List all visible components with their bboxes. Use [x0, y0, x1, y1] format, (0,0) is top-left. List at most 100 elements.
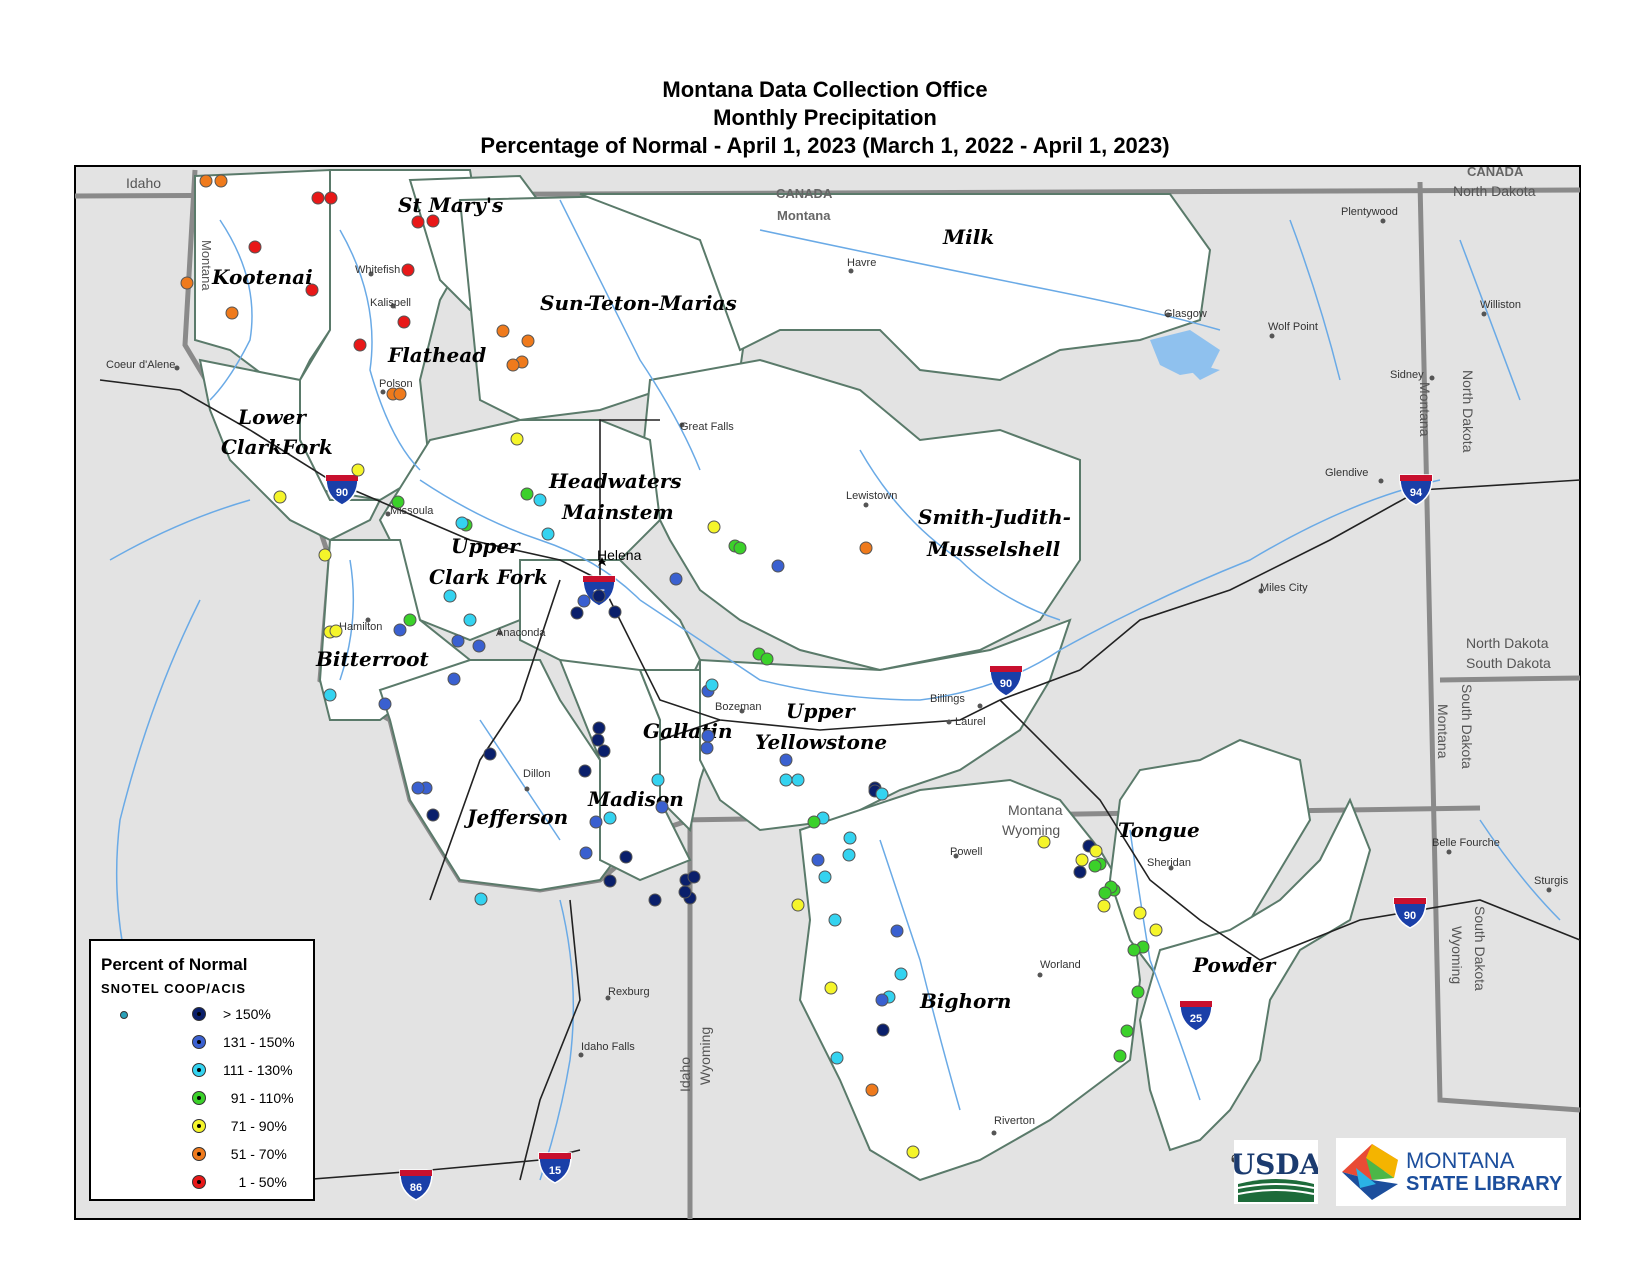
- basin-label: Madison: [587, 787, 684, 811]
- station-point: [678, 885, 692, 899]
- station-point: [443, 589, 457, 603]
- station-point: [1113, 1049, 1127, 1063]
- station-point: [592, 721, 606, 735]
- station-point: [875, 787, 889, 801]
- station-point: [426, 808, 440, 822]
- interstate-shields: 90 15 94 90 25 90 86: [325, 474, 1433, 1201]
- city-label: Sidney: [1390, 369, 1424, 381]
- city-label: Billings: [930, 693, 965, 705]
- station-point: [818, 870, 832, 884]
- legend-label: > 150%: [223, 1006, 271, 1022]
- station-point: [463, 613, 477, 627]
- state-label: Idaho: [126, 175, 161, 191]
- station-point: [842, 848, 856, 862]
- station-point: [447, 672, 461, 686]
- interstate-shield: 86: [399, 1169, 433, 1201]
- station-point: [603, 874, 617, 888]
- state-label: North Dakota: [1453, 183, 1536, 199]
- station-point: [225, 306, 239, 320]
- station-point: [733, 541, 747, 555]
- state-label: Wyoming: [1449, 926, 1465, 984]
- station-point: [353, 338, 367, 352]
- basin-label: Smith-Judith-: [918, 505, 1071, 529]
- station-point: [455, 516, 469, 530]
- legend-label: 131 - 150%: [223, 1034, 295, 1050]
- interstate-shield: 90: [325, 474, 359, 506]
- basin-label: Sun-Teton-Marias: [540, 291, 737, 315]
- station-point: [520, 487, 534, 501]
- legend-label: 51 - 70%: [223, 1146, 287, 1162]
- lakes: [1150, 330, 1220, 380]
- legend-coop-swatch: [192, 1007, 206, 1021]
- interstate-shield: 90: [989, 665, 1023, 697]
- station-point: [318, 548, 332, 562]
- station-point: [577, 594, 591, 608]
- country-label: CANADA: [1467, 164, 1524, 179]
- station-point: [393, 623, 407, 637]
- station-point: [1131, 985, 1145, 999]
- station-point: [669, 572, 683, 586]
- basin-label: Headwaters: [548, 469, 682, 493]
- legend-coop-swatch: [192, 1147, 206, 1161]
- legend-coop-swatch: [192, 1175, 206, 1189]
- station-point: [199, 174, 213, 188]
- interstate-number: 90: [1000, 678, 1012, 690]
- station-point: [824, 981, 838, 995]
- station-point: [791, 898, 805, 912]
- map-title: Montana Data Collection Office Monthly P…: [0, 76, 1650, 160]
- city-label: Belle Fourche: [1432, 837, 1500, 849]
- station-point: [875, 993, 889, 1007]
- state-label: Idaho: [677, 1057, 693, 1092]
- basin-label: Lower: [237, 405, 307, 429]
- city-label: Plentywood: [1341, 206, 1398, 218]
- legend-label: 91 - 110%: [223, 1090, 294, 1106]
- interstate-shield: 94: [1399, 474, 1433, 506]
- station-point: [273, 490, 287, 504]
- state-label: South Dakota: [1466, 655, 1551, 671]
- station-point: [811, 853, 825, 867]
- city-label: Whitefish: [355, 264, 400, 276]
- country-label: CANADA: [776, 186, 833, 201]
- city-dots: [174, 218, 1552, 1163]
- station-point: [591, 733, 605, 747]
- station-point: [472, 639, 486, 653]
- station-point: [894, 967, 908, 981]
- station-point: [807, 815, 821, 829]
- legend-coop-swatch: [192, 1119, 206, 1133]
- station-point: [597, 744, 611, 758]
- legend-label: 71 - 90%: [223, 1118, 287, 1134]
- basin-label: Powder: [1192, 953, 1277, 977]
- station-point: [1149, 923, 1163, 937]
- station-point: [890, 924, 904, 938]
- usda-wordmark: USDA: [1234, 1148, 1318, 1181]
- station-point: [771, 559, 785, 573]
- station-point: [592, 589, 606, 603]
- station-point: [411, 781, 425, 795]
- basin-label: Tongue: [1118, 818, 1200, 842]
- station-point: [1037, 835, 1051, 849]
- legend-label: 1 - 50%: [223, 1174, 287, 1190]
- station-point: [1089, 844, 1103, 858]
- city-label: Laurel: [955, 716, 986, 728]
- station-point: [579, 846, 593, 860]
- station-point: [707, 520, 721, 534]
- station-points: [180, 174, 1163, 1159]
- station-point: [401, 263, 415, 277]
- basin-label: Mainstem: [561, 500, 674, 524]
- basin-label: Milk: [942, 225, 994, 249]
- state-label: North Dakota: [1466, 635, 1549, 651]
- basin-label: Upper: [786, 699, 856, 723]
- legend-row: 51 - 70%: [91, 1145, 315, 1165]
- state-label: Montana: [199, 240, 214, 291]
- legend-row: 111 - 130%: [91, 1061, 315, 1081]
- city-label: Powell: [950, 846, 982, 858]
- state-label: South Dakota: [1459, 684, 1475, 769]
- station-point: [521, 334, 535, 348]
- city-label: Wolf Point: [1268, 321, 1318, 333]
- station-point: [570, 606, 584, 620]
- legend-row: 71 - 90%: [91, 1117, 315, 1137]
- basin-label: Musselshell: [926, 537, 1061, 561]
- city-label: Anaconda: [496, 627, 546, 639]
- state-label: North Dakota: [1460, 370, 1476, 453]
